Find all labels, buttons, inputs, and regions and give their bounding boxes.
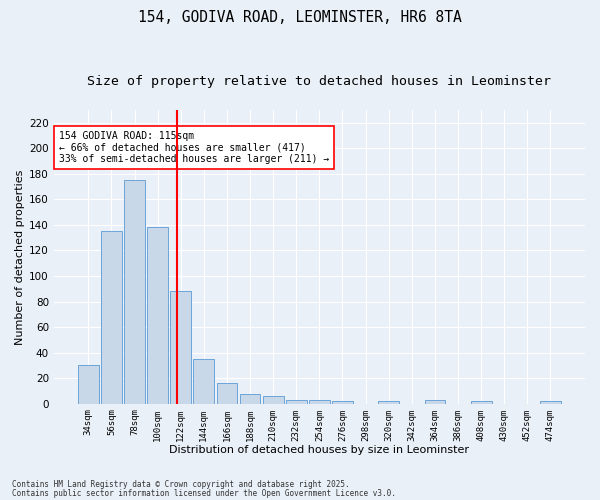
Bar — [78, 366, 99, 404]
X-axis label: Distribution of detached houses by size in Leominster: Distribution of detached houses by size … — [169, 445, 469, 455]
Text: 154 GODIVA ROAD: 115sqm
← 66% of detached houses are smaller (417)
33% of semi-d: 154 GODIVA ROAD: 115sqm ← 66% of detache… — [59, 130, 329, 164]
Bar — [170, 292, 191, 404]
Bar — [239, 394, 260, 404]
Bar — [217, 384, 238, 404]
Text: Contains HM Land Registry data © Crown copyright and database right 2025.: Contains HM Land Registry data © Crown c… — [12, 480, 350, 489]
Bar — [147, 228, 168, 404]
Bar — [101, 232, 122, 404]
Bar — [309, 400, 330, 404]
Bar — [263, 396, 284, 404]
Bar — [379, 401, 399, 404]
Bar — [193, 359, 214, 404]
Bar — [471, 401, 491, 404]
Y-axis label: Number of detached properties: Number of detached properties — [15, 169, 25, 344]
Text: 154, GODIVA ROAD, LEOMINSTER, HR6 8TA: 154, GODIVA ROAD, LEOMINSTER, HR6 8TA — [138, 10, 462, 25]
Text: Contains public sector information licensed under the Open Government Licence v3: Contains public sector information licen… — [12, 488, 396, 498]
Bar — [286, 400, 307, 404]
Bar — [124, 180, 145, 404]
Title: Size of property relative to detached houses in Leominster: Size of property relative to detached ho… — [88, 75, 551, 88]
Bar — [425, 400, 445, 404]
Bar — [332, 401, 353, 404]
Bar — [540, 401, 561, 404]
